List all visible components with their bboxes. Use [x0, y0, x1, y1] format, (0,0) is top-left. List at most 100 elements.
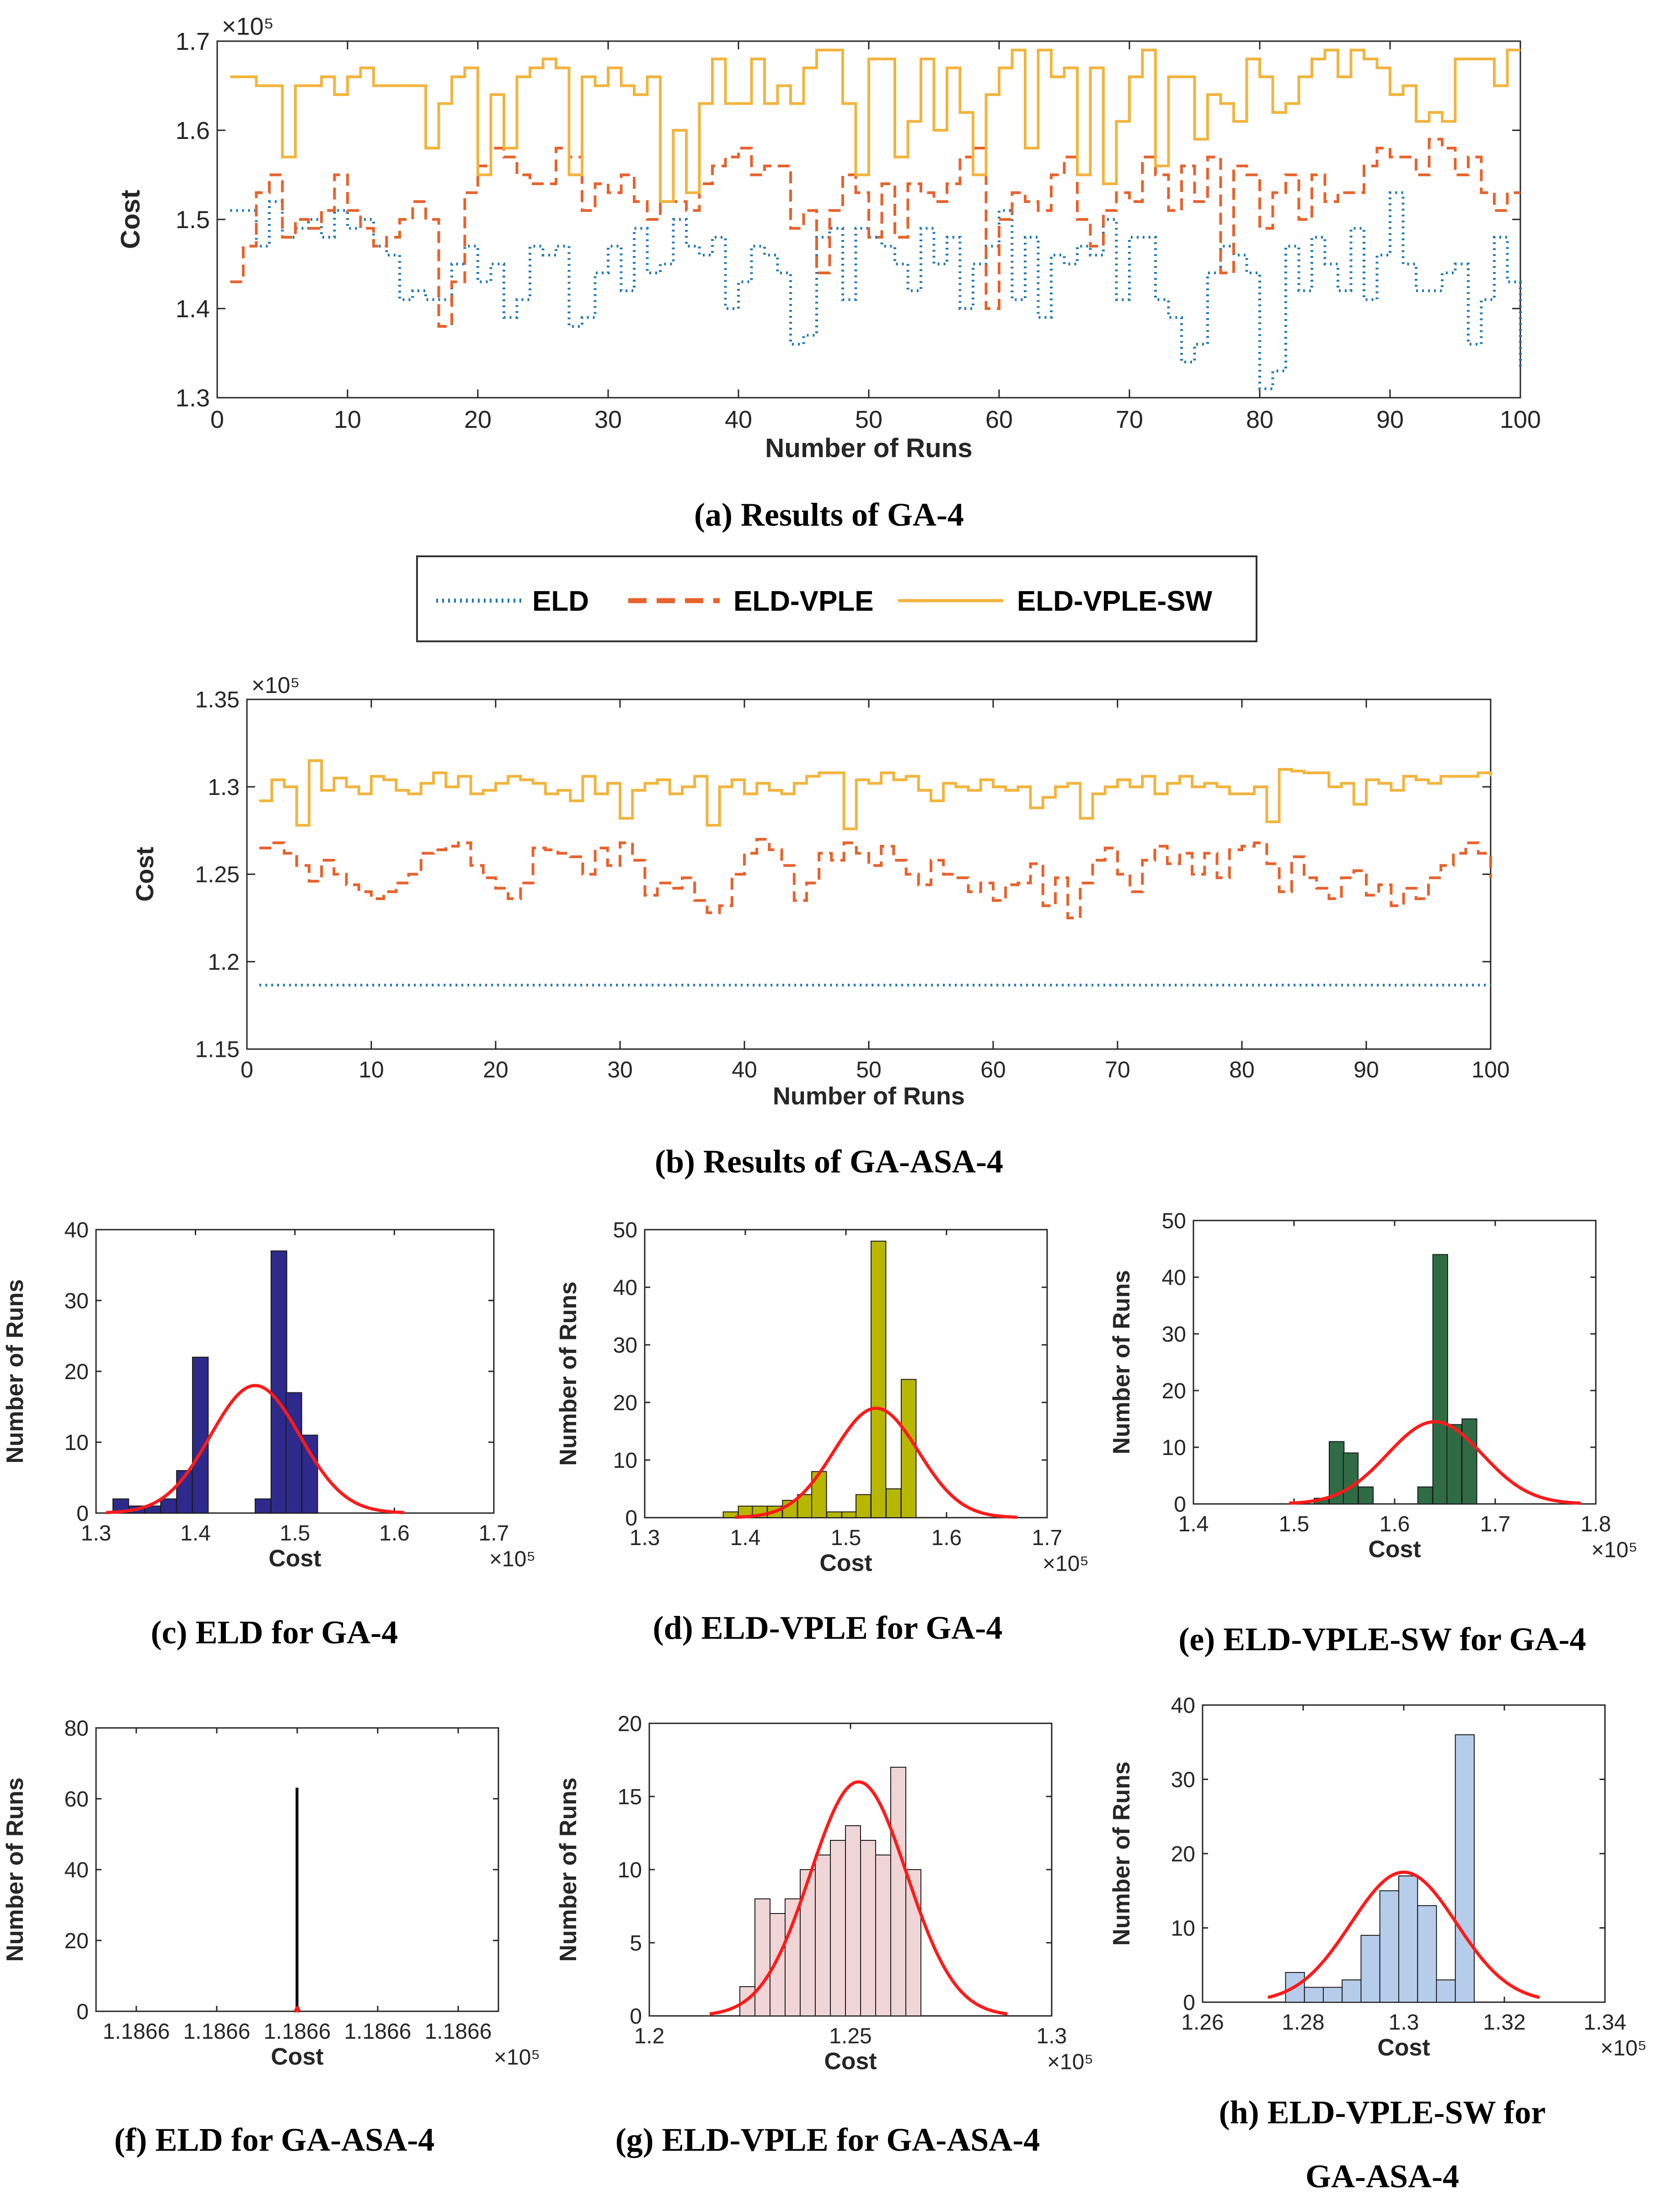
histogram-bar — [1360, 1935, 1380, 2003]
histogram-bar — [1417, 1486, 1433, 1504]
histogram-bar — [1304, 1987, 1324, 2003]
caption-c: (c) ELD for GA-4 — [150, 1614, 398, 1651]
y-tick-label: 40 — [613, 1276, 637, 1300]
y-tick-label: 10 — [613, 1449, 637, 1473]
y-tick-label: 1.3 — [208, 774, 240, 800]
normal-fit-curve — [294, 2006, 301, 2013]
y-tick-label: 1.4 — [176, 295, 210, 323]
exponent-label: ×10⁵ — [1047, 2050, 1093, 2074]
exponent-label: ×10⁵ — [1600, 2036, 1647, 2060]
series-line-eld-vple-sw — [230, 48, 1520, 203]
y-tick-label: 10 — [618, 1858, 642, 1882]
histogram-bar — [1358, 1486, 1374, 1504]
normal-fit-curve — [735, 1407, 1017, 1519]
chart-e-svg: 1.4 1.5 1.6 1.7 1.8 0 10 20 30 40 50 Cost Number of … — [1108, 1209, 1637, 1562]
x-tick-label: 10 — [358, 1057, 384, 1082]
y-tick-label: 60 — [64, 1787, 89, 1812]
chart-b-svg: 0 10 20 30 40 50 60 70 80 90 100 1.15 1.2 1.25 1.3 1.35… — [131, 672, 1510, 1110]
legend-eld-vple-sw-label: ELD-VPLE-SW — [1017, 586, 1213, 617]
y-axis-label: Number of Runs — [1108, 1270, 1134, 1454]
x-tick-label: 1.6 — [1380, 1512, 1410, 1536]
x-tick-label: 1.3 — [630, 1526, 660, 1550]
x-tick-label: 1.4 — [730, 1526, 761, 1550]
histogram-bar — [1398, 1875, 1418, 2003]
x-tick-label: 0 — [241, 1057, 253, 1082]
y-tick-label: 15 — [618, 1785, 642, 1809]
x-tick-label: 90 — [1353, 1057, 1379, 1082]
y-tick-label: 30 — [613, 1333, 637, 1358]
histogram-bar — [815, 1855, 831, 2016]
y-tick-label: 30 — [64, 1289, 89, 1313]
x-tick-label: 1.8 — [1581, 1512, 1611, 1536]
x-axis-label: Number of Runs — [765, 433, 973, 463]
chart-panel-c: 1.3 1.4 1.5 1.6 1.7 0 10 20 30 40 Cost Number of Ru… — [0, 1198, 549, 1600]
y-tick-label: 0 — [76, 1502, 89, 1526]
series-line-eld-vple — [259, 838, 1492, 920]
histogram-bar — [1342, 1979, 1362, 2003]
histogram-bar — [886, 1488, 902, 1518]
x-tick-label: 1.5 — [831, 1526, 861, 1550]
y-axis-label: Number of Runs — [555, 1281, 581, 1466]
caption-f: (f) ELD for GA-ASA-4 — [114, 2121, 435, 2158]
y-tick-label: 20 — [1162, 1379, 1186, 1403]
y-axis-label: Number of Runs — [1, 1777, 28, 1961]
x-tick-label: 1.28 — [1282, 2010, 1324, 2035]
histogram-bar — [890, 1767, 906, 2016]
x-tick-label: 1.7 — [1032, 1526, 1063, 1550]
histogram-bar — [841, 1511, 857, 1519]
x-tick-label: 1.1866 — [103, 2020, 170, 2044]
exponent-label: ×10⁵ — [1591, 1538, 1637, 1562]
y-tick-label: 20 — [1171, 1842, 1195, 1866]
chart-h-svg: 1.26 1.28 1.3 1.32 1.34 0 10 20 30 40 Cost Number o… — [1108, 1694, 1647, 2061]
histogram-bar — [1432, 1254, 1448, 1504]
y-tick-label: 1.15 — [195, 1037, 240, 1062]
x-tick-label: 40 — [725, 406, 752, 433]
x-axis-label: Cost — [824, 2047, 877, 2074]
y-tick-label: 5 — [630, 1931, 642, 1956]
histogram-bar — [160, 1498, 177, 1514]
x-tick-label: 1.1866 — [344, 2020, 412, 2044]
y-axis-label: Cost — [116, 190, 145, 249]
y-tick-label: 1.35 — [195, 687, 240, 713]
x-tick-label: 1.3 — [1037, 2024, 1067, 2048]
histogram-bar — [1461, 1418, 1477, 1504]
y-tick-label: 1.25 — [195, 862, 240, 887]
histogram-bar — [255, 1498, 272, 1514]
x-tick-label: 80 — [1246, 406, 1273, 433]
x-tick-label: 30 — [594, 406, 622, 433]
histogram-bar — [1455, 1734, 1475, 2003]
legend: ELD ELD-VPLE ELD-VPLE-SW — [416, 555, 1257, 642]
histogram-bar — [1342, 1452, 1359, 1505]
x-tick-label: 1.6 — [931, 1526, 962, 1550]
y-axis-label: Cost — [131, 847, 159, 901]
histogram-bar — [301, 1434, 318, 1514]
y-tick-label: 0 — [1183, 1991, 1195, 2015]
y-tick-label: 0 — [76, 2000, 89, 2024]
y-tick-label: 0 — [1174, 1492, 1186, 1517]
histogram-bar — [295, 1787, 299, 2012]
x-tick-label: 60 — [985, 406, 1013, 433]
histogram-bar — [797, 1494, 813, 1518]
histogram-bar — [860, 1840, 876, 2016]
x-tick-label: 1.5 — [280, 1521, 310, 1546]
histogram-bar — [285, 1392, 302, 1514]
normal-fit-curve — [709, 1780, 1008, 2016]
chart-d-svg: 1.3 1.4 1.5 1.6 1.7 0 10 20 30 40 50 Cost Number of … — [555, 1218, 1089, 1576]
x-tick-label: 1.6 — [379, 1521, 410, 1546]
y-tick-label: 1.2 — [208, 949, 240, 975]
normal-fit-curve — [1289, 1420, 1581, 1505]
chart-panel-g: 1.2 1.25 1.3 0 5 10 15 20 Cost Number of Runs ×10⁵ — [553, 1682, 1102, 2107]
x-tick-label: 1.1866 — [183, 2020, 251, 2044]
x-tick-label: 30 — [607, 1057, 633, 1082]
x-axis-label: Number of Runs — [773, 1082, 965, 1110]
histogram-bar — [826, 1511, 842, 1519]
normal-fit-curve — [106, 1384, 405, 1514]
y-tick-label: 20 — [64, 1360, 89, 1384]
exponent-label: ×10⁵ — [251, 672, 300, 698]
y-tick-label: 0 — [625, 1506, 637, 1530]
chart-a-svg: 0 10 20 30 40 50 60 70 80 90 100 1.3 1.4 1.5 1.6 1.7 Num… — [116, 13, 1541, 463]
exponent-label: ×10⁵ — [489, 1547, 535, 1571]
x-tick-label: 90 — [1376, 406, 1404, 433]
x-tick-label: 70 — [1116, 406, 1143, 433]
histogram-bar — [845, 1825, 861, 2016]
